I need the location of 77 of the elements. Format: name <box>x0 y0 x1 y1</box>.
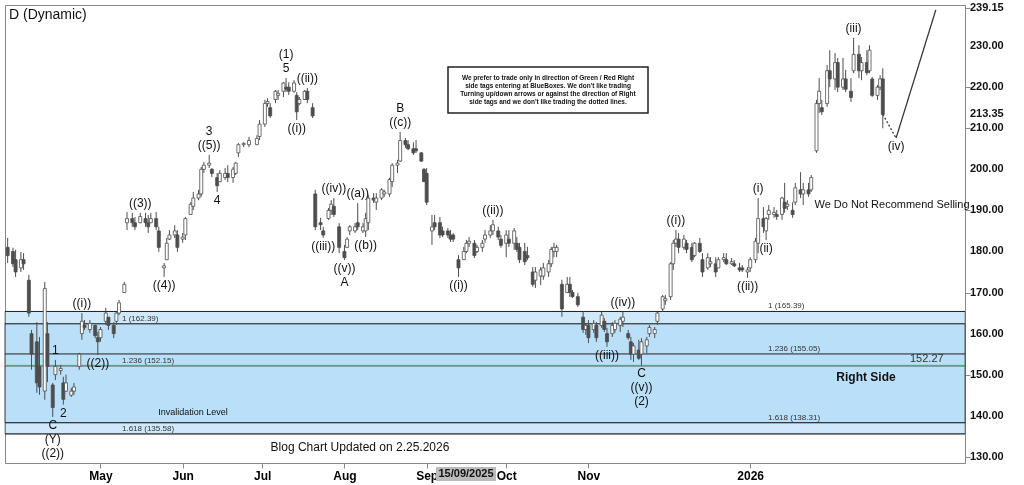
chart-title: D (Dynamic) <box>9 6 87 22</box>
ref-line-label: 1.618 (135.58) <box>122 423 175 433</box>
ref-line-label: 1.236 (152.15) <box>122 355 175 365</box>
annotation: (2) <box>634 394 649 409</box>
y-tick-label: 213.35 <box>970 107 1004 120</box>
annotation: 3 <box>205 123 213 138</box>
candlestick <box>621 311 625 328</box>
ref-line-label: 1.236 (155.05) <box>768 343 821 353</box>
y-tick-label: 180.00 <box>970 244 1004 257</box>
annotation: ((iii)) <box>595 347 619 362</box>
annotation: 1 <box>52 342 60 357</box>
x-tick-label: May <box>89 468 113 483</box>
candlestick <box>215 172 220 193</box>
annotation: ((iv)) <box>610 294 636 309</box>
y-tick-label: 190.00 <box>970 203 1004 216</box>
y-tick-label: 210.00 <box>970 121 1004 134</box>
annotation: ((a)) <box>346 185 370 200</box>
annotation: (iii) <box>845 20 862 35</box>
ref-line-label: 1.618 (138.31) <box>768 412 821 422</box>
candlestick <box>849 77 853 103</box>
candlestick <box>50 382 55 418</box>
x-tick-label: 2026 <box>737 468 765 483</box>
candlestick <box>183 216 188 241</box>
y-tick-label: 220.00 <box>970 80 1004 93</box>
annotation: ((c)) <box>389 114 412 129</box>
annotation: 5 <box>282 61 290 76</box>
x-tick-label: Jul <box>254 468 272 483</box>
y-tick-label: 200.00 <box>970 162 1004 175</box>
y-tick-label: 170.00 <box>970 285 1004 298</box>
candlestick <box>162 262 167 278</box>
x-tick-label: Nov <box>577 468 601 483</box>
annotation: ((i)) <box>72 296 92 311</box>
y-tick-label: 130.00 <box>970 449 1004 462</box>
annotation: ((2)) <box>41 445 65 460</box>
annotation: Right Side <box>836 370 896 384</box>
annotation: 4 <box>213 192 221 207</box>
annotation: ((iv)) <box>321 181 347 196</box>
annotation: We Do Not Recommend Selling <box>814 198 970 210</box>
ref-line-label: 1 (165.39) <box>768 301 805 311</box>
annotation: ((ii)) <box>296 70 318 85</box>
annotation: Blog Chart Updated on 2.25.2026 <box>270 440 450 454</box>
annotation: C <box>637 366 647 381</box>
annotation: (iv) <box>887 139 905 154</box>
ref-line-label: 152.27 <box>910 352 944 365</box>
annotation: ((ii)) <box>482 202 504 217</box>
annotation: 2 <box>60 405 67 420</box>
candlestick <box>533 266 538 289</box>
candlestick <box>284 77 288 93</box>
annotation: ((iii)) <box>311 238 336 253</box>
annotation: ((b)) <box>354 238 377 253</box>
annotation: ((ii)) <box>736 278 759 293</box>
y-tick-label: 160.00 <box>970 326 1004 339</box>
annotation: (1) <box>278 47 294 62</box>
annotation: (Y) <box>44 431 61 446</box>
candlestick <box>337 222 342 254</box>
annotation: ((i)) <box>449 277 468 292</box>
annotation: ((4)) <box>152 277 176 292</box>
x-tick-label: Jun <box>172 468 194 483</box>
annotation: ((i)) <box>666 213 686 228</box>
y-tick-label: 230.00 <box>970 39 1004 52</box>
x-tick-label: Aug <box>333 468 357 483</box>
annotation: ((v)) <box>333 261 356 276</box>
ref-line-label: 1 (162.39) <box>122 313 159 323</box>
y-tick-label: 140.00 <box>970 408 1004 421</box>
x-tick-label: Oct <box>496 468 517 483</box>
annotation: ((v)) <box>630 380 653 395</box>
annotation: Invalidation Level <box>158 407 228 417</box>
annotation: (i) <box>752 181 764 196</box>
annotation: A <box>340 275 349 290</box>
y-tick-label: 239.15 <box>970 1 1004 14</box>
candlestick <box>355 202 360 231</box>
annotation: B <box>396 100 405 115</box>
annotation: ((i)) <box>287 121 307 136</box>
annotation: (ii) <box>759 240 773 255</box>
y-tick-label: 150.00 <box>970 367 1004 380</box>
annotation: ((3)) <box>128 195 152 210</box>
annotation: ((5)) <box>197 137 221 152</box>
